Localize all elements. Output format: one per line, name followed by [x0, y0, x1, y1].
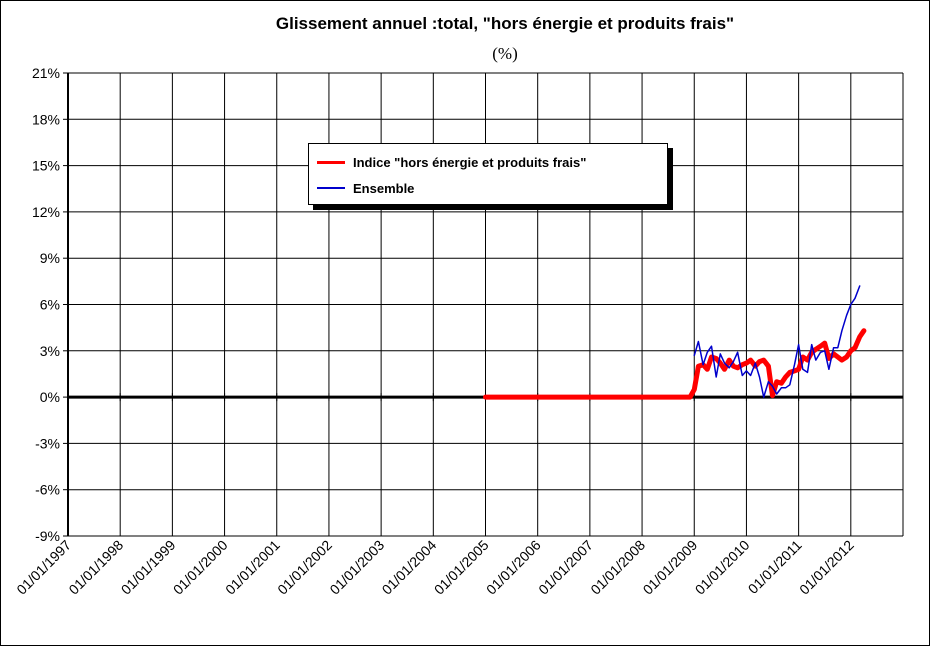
y-tick-label: 12%: [32, 204, 60, 220]
legend-swatch-core: [317, 160, 345, 164]
legend-item-core: Indice "hors énergie et produits frais": [317, 152, 586, 172]
y-tick-label: -3%: [35, 435, 60, 451]
chart-title: Glissement annuel :total, "hors énergie …: [275, 14, 735, 33]
series-total-line: [693, 285, 861, 398]
x-tick-label: 01/01/2006: [483, 537, 544, 598]
legend-label-core: Indice "hors énergie et produits frais": [353, 154, 587, 170]
x-tick-label: 01/01/2003: [326, 537, 387, 598]
x-tick-label: 01/01/2000: [170, 537, 231, 598]
chart-subtitle: (%): [492, 44, 518, 63]
x-tick-label: 01/01/1997: [13, 537, 74, 598]
x-tick-label: 01/01/2002: [274, 537, 335, 598]
legend-item-total: Ensemble: [317, 178, 414, 198]
y-tick-label: 9%: [40, 250, 60, 266]
x-tick-label: 01/01/2010: [692, 537, 753, 598]
legend-swatch-total: [317, 187, 345, 189]
x-tick-label: 01/01/2005: [431, 537, 492, 598]
x-tick-label: 01/01/2004: [379, 537, 440, 598]
x-tick-label: 01/01/2001: [222, 537, 283, 598]
y-tick-label: 15%: [32, 158, 60, 174]
y-tick-label: -9%: [35, 528, 60, 544]
y-tick-label: 18%: [32, 111, 60, 127]
x-tick-label: 01/01/2007: [535, 537, 596, 598]
x-tick-label: 01/01/2009: [640, 537, 701, 598]
chart-legend: Indice "hors énergie et produits frais" …: [308, 143, 668, 205]
y-tick-label: 6%: [40, 297, 60, 313]
y-tick-label: 3%: [40, 343, 60, 359]
y-tick-label: 0%: [40, 389, 60, 405]
series-core-line: [483, 328, 867, 400]
x-tick-label: 01/01/2008: [587, 537, 648, 598]
y-tick-label: 21%: [32, 65, 60, 81]
x-tick-label: 01/01/2012: [796, 537, 857, 598]
x-tick-label: 01/01/1998: [65, 537, 126, 598]
legend-label-total: Ensemble: [353, 180, 415, 196]
x-tick-label: 01/01/1999: [118, 537, 179, 598]
x-tick-label: 01/01/2011: [745, 537, 805, 597]
y-tick-label: -6%: [35, 482, 60, 498]
